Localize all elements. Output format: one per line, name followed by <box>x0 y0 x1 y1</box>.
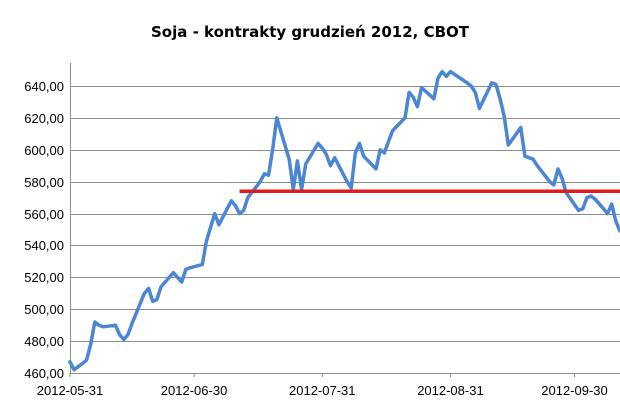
gridlines <box>70 86 620 374</box>
x-tick-label: 2012-08-31 <box>417 383 484 398</box>
axes <box>69 63 620 377</box>
chart-title: Soja - kontrakty grudzień 2012, CBOT <box>151 23 470 41</box>
y-tick-label: 480,00 <box>24 334 64 349</box>
y-tick-label: 580,00 <box>24 175 64 190</box>
x-tick-labels: 2012-05-31 2012-06-30 2012-07-31 2012-08-31… <box>37 383 608 398</box>
y-tick-label: 620,00 <box>24 111 64 126</box>
y-tick-label: 600,00 <box>24 143 64 158</box>
x-tick-label: 2012-07-31 <box>289 383 356 398</box>
y-tick-labels: 460,00 480,00 500,00 520,00 540,00 560,00 580,… <box>24 79 64 381</box>
y-tick-label: 540,00 <box>24 238 64 253</box>
y-tick-label: 560,00 <box>24 207 64 222</box>
y-tick-label: 640,00 <box>24 79 64 94</box>
x-tick-label: 2012-09-30 <box>541 383 608 398</box>
y-tick-label: 520,00 <box>24 270 64 285</box>
y-tick-label: 460,00 <box>24 366 64 381</box>
y-tick-label: 500,00 <box>24 302 64 317</box>
x-tick-label: 2012-06-30 <box>161 383 228 398</box>
x-tick-label: 2012-05-31 <box>37 383 104 398</box>
series-group <box>68 69 620 372</box>
series-line <box>68 69 620 372</box>
